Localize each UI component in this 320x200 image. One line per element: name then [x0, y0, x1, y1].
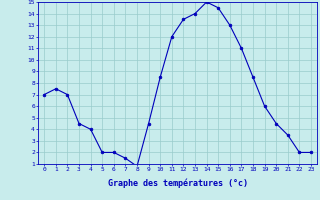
- X-axis label: Graphe des températures (°c): Graphe des températures (°c): [108, 178, 248, 188]
